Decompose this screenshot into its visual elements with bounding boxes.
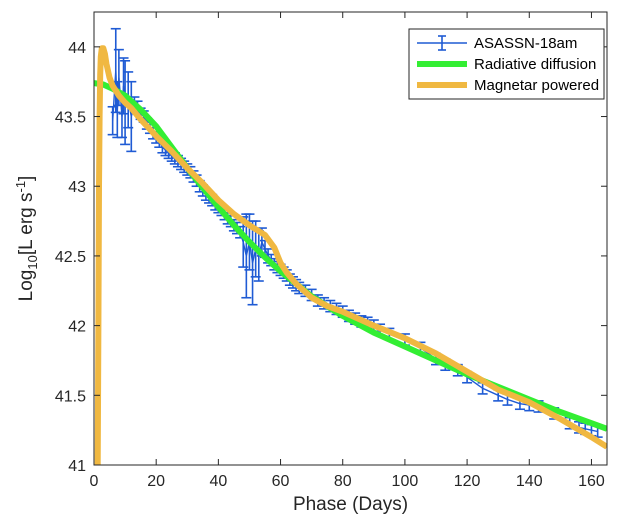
x-tick-label: 80 xyxy=(334,473,352,490)
y-axis-label-suffix: ] xyxy=(16,176,37,181)
x-tick-label: 60 xyxy=(272,473,290,490)
x-tick-label: 120 xyxy=(454,473,481,490)
y-tick-label: 42 xyxy=(68,319,86,336)
x-tick-label: 140 xyxy=(516,473,543,490)
y-tick-label: 43.5 xyxy=(55,110,86,127)
x-tick-label: 100 xyxy=(392,473,419,490)
x-tick-label: 0 xyxy=(90,473,99,490)
legend-label-magnetar-powered: Magnetar powered xyxy=(474,77,599,94)
legend: ASASSN-18am Radiative diffusion Magnetar… xyxy=(408,28,605,100)
legend-label-asassn-18am: ASASSN-18am xyxy=(474,35,577,52)
x-tick-label: 40 xyxy=(209,473,227,490)
legend-label-radiative-diffusion: Radiative diffusion xyxy=(474,56,596,73)
y-tick-label: 42.5 xyxy=(55,249,86,266)
series-magnetar-powered xyxy=(94,45,607,465)
legend-symbol-asassn-18am xyxy=(417,35,467,51)
axes-frame xyxy=(93,11,608,466)
y-tick-label: 43 xyxy=(68,179,86,196)
y-axis-label-superscript: -1 xyxy=(13,181,28,193)
y-axis-label: Log10[L erg s-1] xyxy=(13,176,40,302)
axes-layer: 0 20 40 60 80 100 120 140 160 41 41.5 42 42.5 43 43.5 4… xyxy=(55,11,608,490)
y-tick-label: 44 xyxy=(68,40,86,57)
x-tick-label: 20 xyxy=(147,473,165,490)
x-tick-label: 160 xyxy=(578,473,605,490)
x-axis-label: Phase (Days) xyxy=(293,494,408,515)
y-axis-label-prefix: Log xyxy=(16,270,37,302)
y-axis-label-main: [L erg s xyxy=(16,193,37,256)
y-axis-label-subscript: 10 xyxy=(25,255,40,269)
y-tick-label: 41.5 xyxy=(55,388,86,405)
y-tick-label: 41 xyxy=(68,458,86,475)
